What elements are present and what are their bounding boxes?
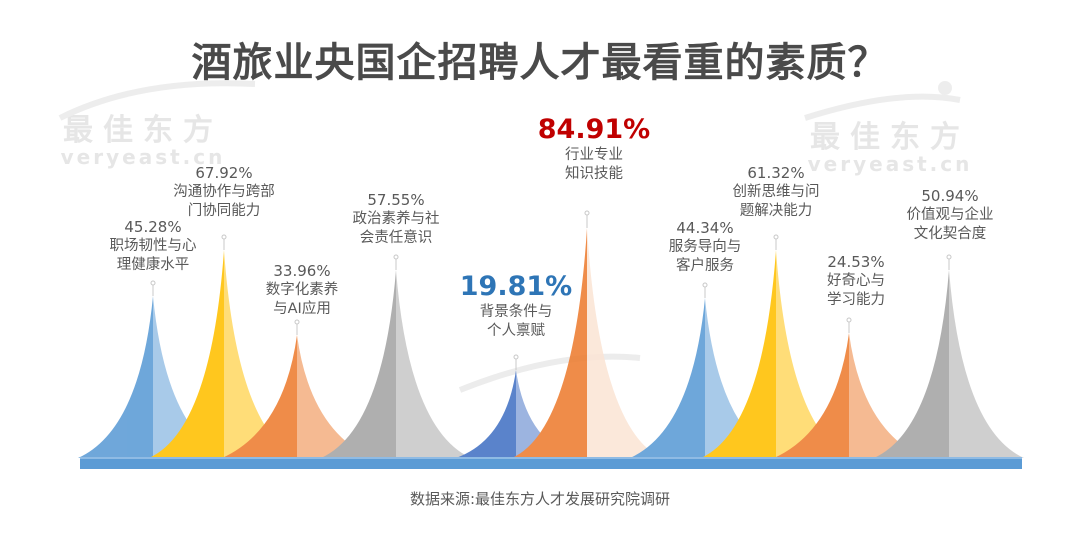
spike-7 [630, 298, 780, 458]
spikes [78, 228, 1024, 458]
spike-3 [222, 335, 372, 458]
label-item-3: 33.96% 数字化素养 与AI应用 [265, 262, 339, 317]
label-item-1: 45.28% 职场韧性与心 理健康水平 [109, 218, 197, 273]
spike-2 [149, 250, 299, 458]
label-item-4: 57.55% 政治素养与社 会责任意识 [352, 191, 440, 246]
data-source-note: 数据来源:最佳东方人才发展研究院调研 [409, 490, 671, 508]
spike-9 [774, 333, 924, 458]
watermark-logo: 最佳东方 veryeast.cn [807, 120, 973, 176]
chart-title: 酒旅业央国企招聘人才最看重的素质？ [191, 40, 889, 86]
label-item-10: 50.94% 价值观与企业 文化契合度 [906, 187, 994, 242]
base-bar [80, 457, 1022, 469]
label-item-6: 84.91% 行业专业 知识技能 [537, 114, 651, 182]
label-item-2: 67.92% 沟通协作与跨部 门协同能力 [173, 164, 275, 219]
spike-6 [512, 228, 662, 458]
spike-1 [78, 296, 228, 458]
label-item-8: 61.32% 创新思维与问 题解决能力 [732, 164, 820, 219]
spike-10 [874, 270, 1024, 458]
spike-4 [321, 270, 471, 458]
pin-markers [150, 210, 952, 370]
label-item-7: 44.34% 服务导向与 客户服务 [668, 219, 742, 274]
label-item-9: 24.53% 好奇心与 学习能力 [827, 253, 885, 308]
spike-8 [701, 250, 851, 458]
watermark-logo: 最佳东方 veryeast.cn [60, 113, 226, 169]
label-item-5: 19.81% 背景条件与 个人禀赋 [459, 271, 573, 339]
spike-5 [456, 370, 576, 458]
